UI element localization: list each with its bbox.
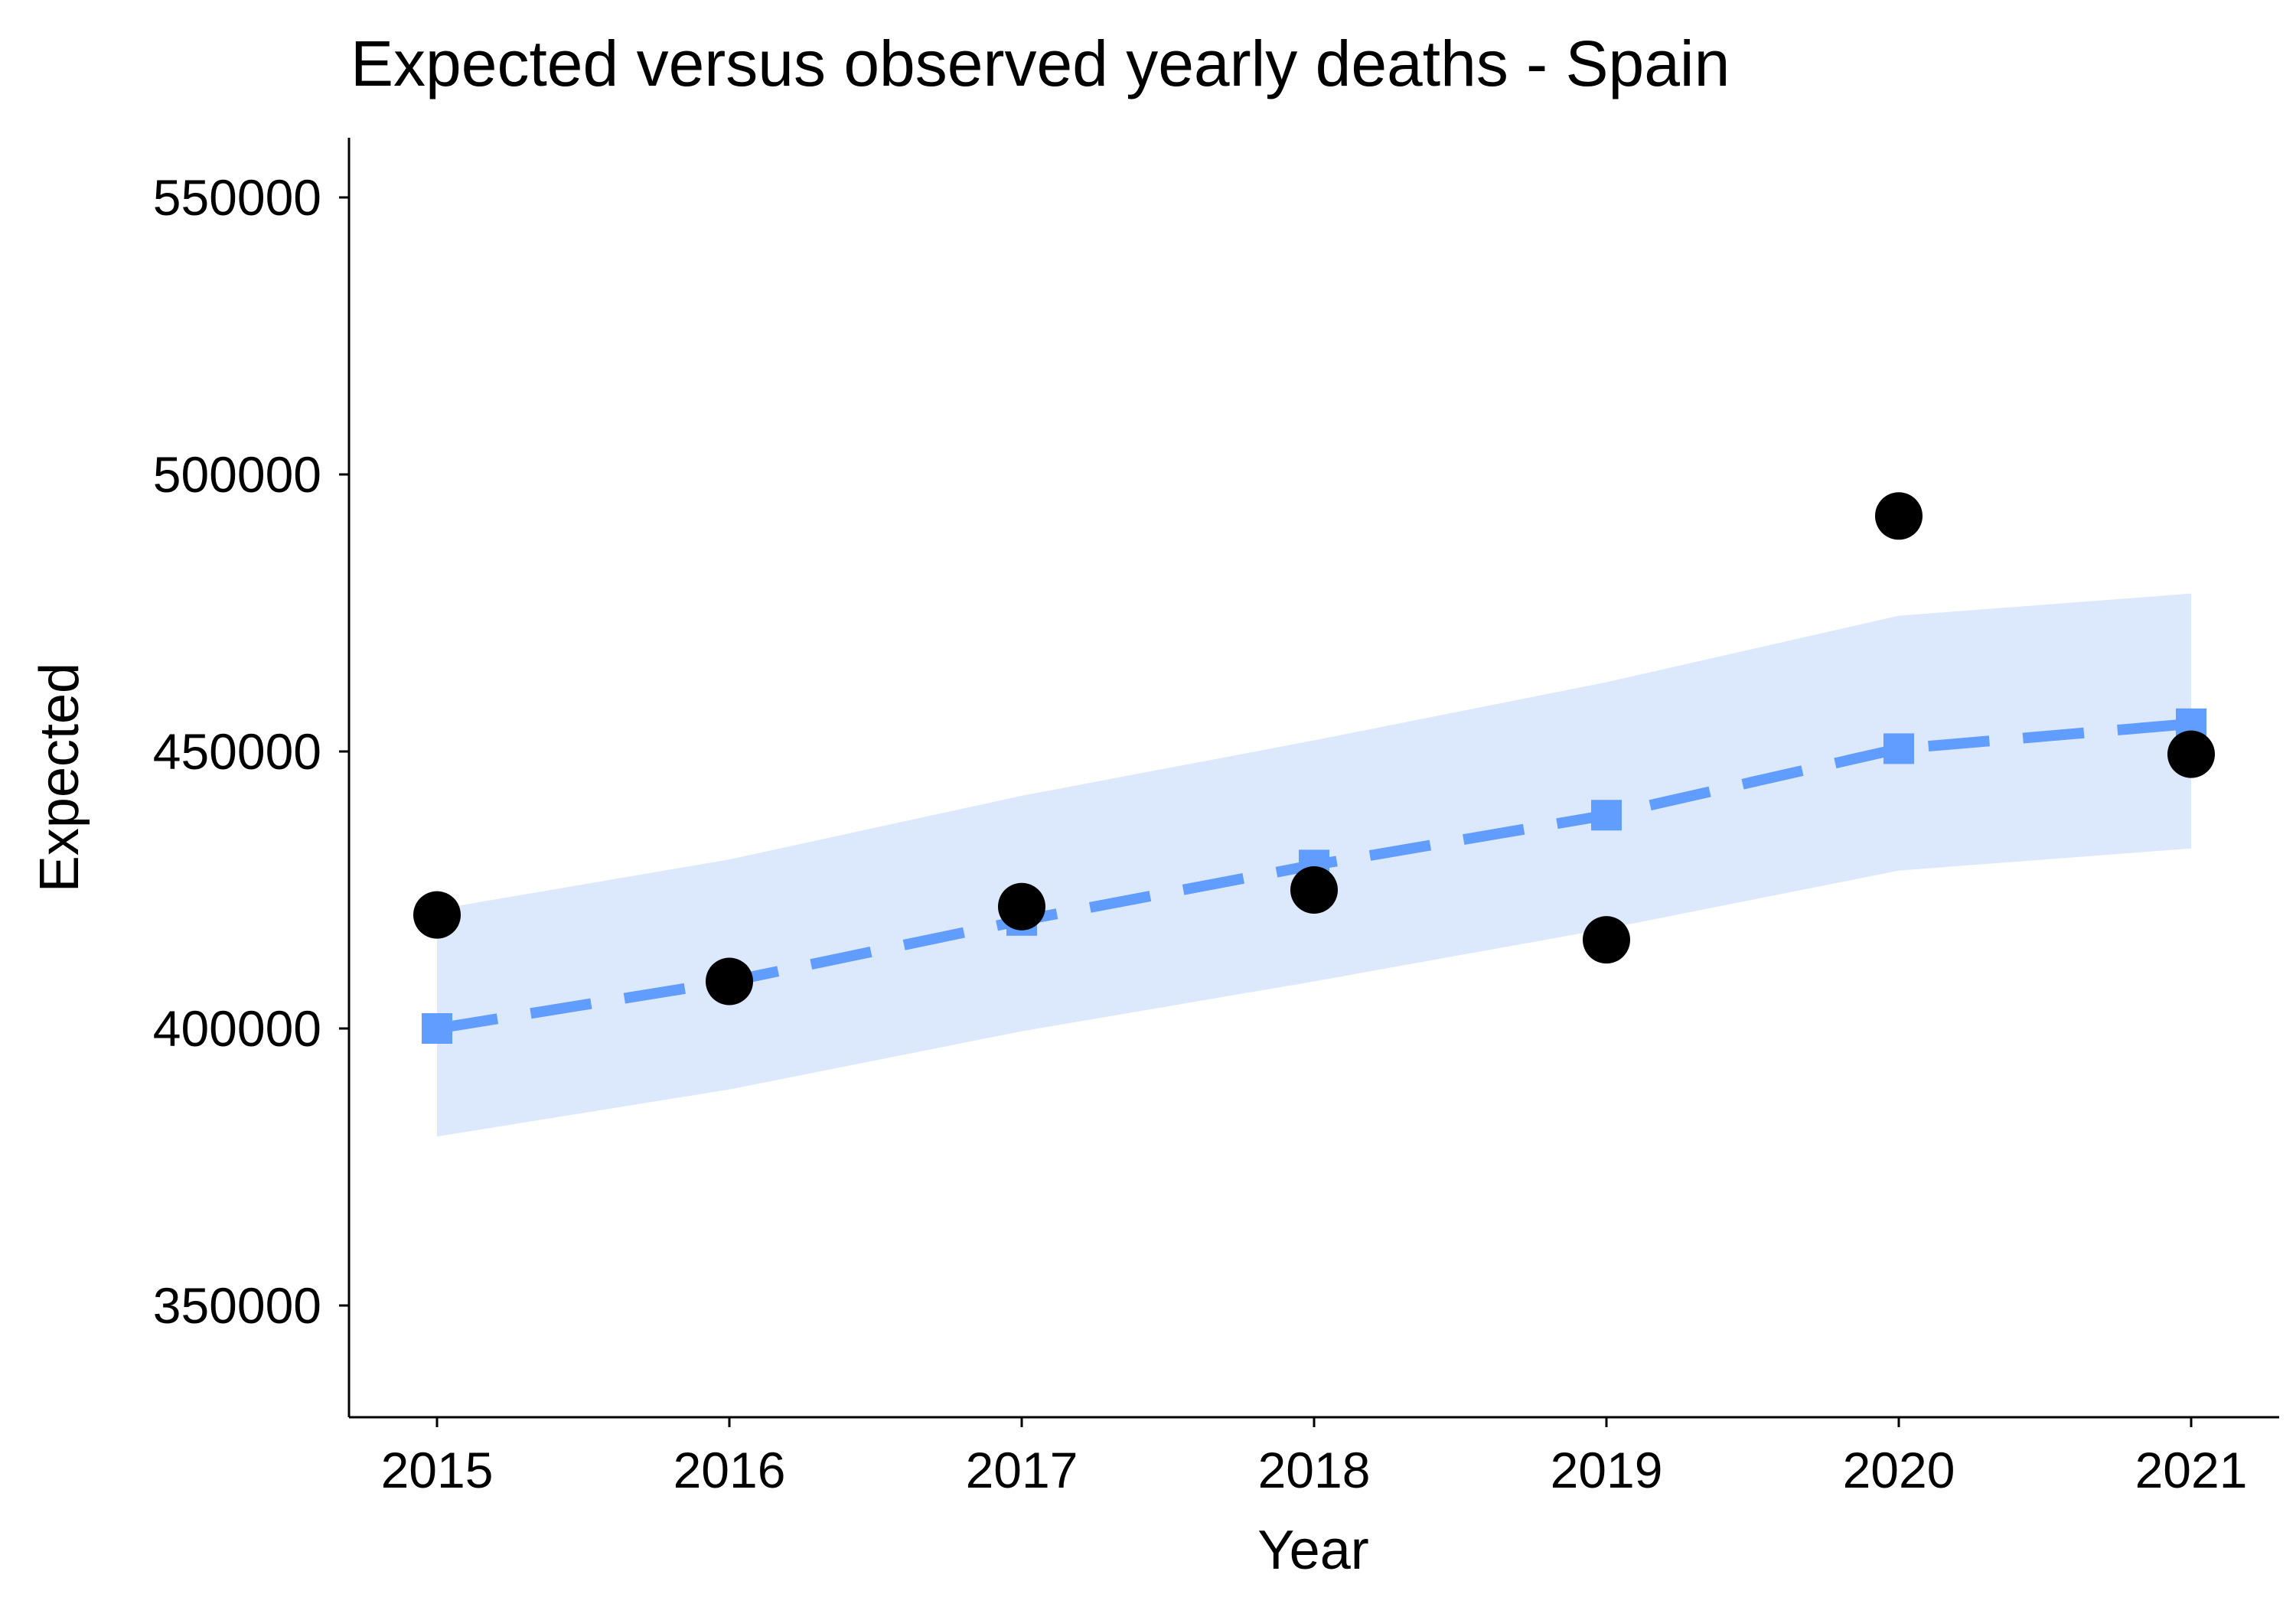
x-tick-label-2015: 2015	[381, 1442, 494, 1498]
expected-point-2019	[1591, 800, 1622, 831]
x-tick-label-2018: 2018	[1258, 1442, 1371, 1498]
x-tick-label-2021: 2021	[2135, 1442, 2248, 1498]
x-axis-ticks: 2015 2016 2017 2018 2019 2020 2021	[381, 1417, 2248, 1498]
y-tick-label-550000: 550000	[153, 169, 321, 226]
y-tick-label-400000: 400000	[153, 1000, 321, 1057]
chart-title: Expected versus observed yearly deaths -…	[351, 28, 1730, 99]
x-tick-label-2016: 2016	[673, 1442, 786, 1498]
observed-point-2017	[998, 882, 1045, 931]
observed-point-2019	[1583, 916, 1630, 964]
expected-point-2015	[422, 1013, 452, 1044]
y-tick-label-350000: 350000	[153, 1277, 321, 1334]
x-tick-label-2017: 2017	[966, 1442, 1078, 1498]
observed-series	[413, 492, 2215, 1006]
observed-point-2016	[706, 957, 753, 1006]
observed-point-2015	[413, 891, 461, 939]
y-axis-ticks: 350000 400000 450000 500000 550000	[153, 169, 349, 1334]
expected-point-2020	[1883, 733, 1914, 764]
observed-point-2021	[2167, 730, 2215, 778]
y-tick-label-500000: 500000	[153, 446, 321, 503]
y-axis-title: Expected	[29, 663, 90, 892]
observed-point-2018	[1290, 866, 1338, 914]
x-axis-title: Year	[1257, 1520, 1368, 1581]
plot-area	[413, 492, 2215, 1137]
observed-point-2020	[1875, 492, 1923, 540]
x-tick-label-2020: 2020	[1843, 1442, 1955, 1498]
y-tick-label-450000: 450000	[153, 723, 321, 780]
x-tick-label-2019: 2019	[1551, 1442, 1663, 1498]
